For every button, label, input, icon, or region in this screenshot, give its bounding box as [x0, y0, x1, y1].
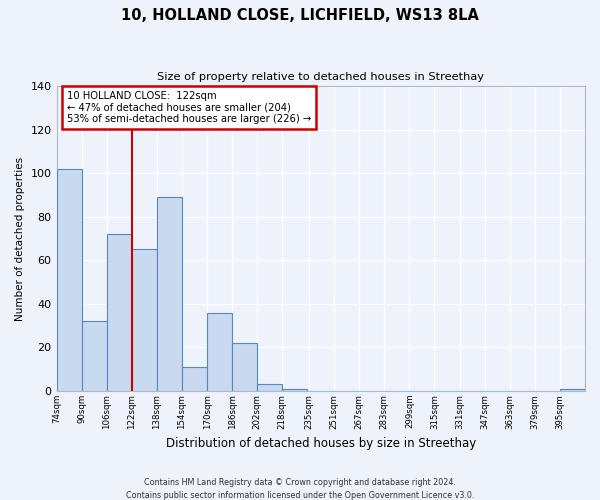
Text: 10, HOLLAND CLOSE, LICHFIELD, WS13 8LA: 10, HOLLAND CLOSE, LICHFIELD, WS13 8LA: [121, 8, 479, 22]
Bar: [107, 234, 132, 391]
Y-axis label: Number of detached properties: Number of detached properties: [15, 156, 25, 320]
Text: Contains HM Land Registry data © Crown copyright and database right 2024.
Contai: Contains HM Land Registry data © Crown c…: [126, 478, 474, 500]
Bar: [232, 343, 257, 391]
Bar: [283, 389, 307, 391]
Bar: [82, 322, 107, 391]
Bar: [560, 389, 585, 391]
X-axis label: Distribution of detached houses by size in Streethay: Distribution of detached houses by size …: [166, 437, 476, 450]
Bar: [257, 384, 283, 391]
Bar: [56, 169, 82, 391]
Text: 10 HOLLAND CLOSE:  122sqm
← 47% of detached houses are smaller (204)
53% of semi: 10 HOLLAND CLOSE: 122sqm ← 47% of detach…: [67, 90, 311, 124]
Bar: [207, 312, 232, 391]
Bar: [157, 197, 182, 391]
Bar: [182, 367, 207, 391]
Title: Size of property relative to detached houses in Streethay: Size of property relative to detached ho…: [157, 72, 484, 83]
Bar: [132, 250, 157, 391]
